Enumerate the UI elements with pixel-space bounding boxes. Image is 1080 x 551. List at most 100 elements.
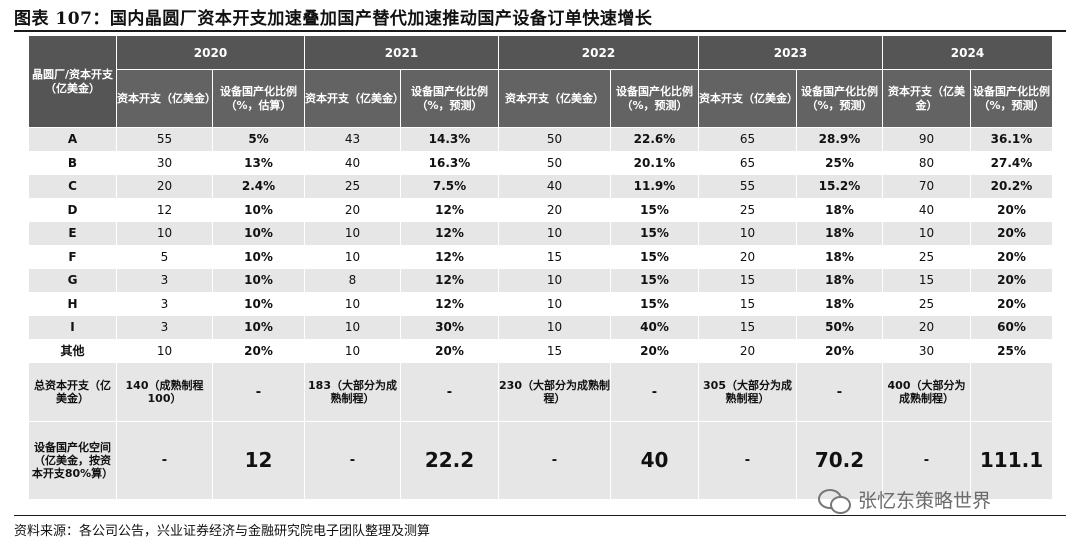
ratio-cell: 40% (610, 315, 699, 340)
capex-cell: 80 (882, 150, 971, 175)
capex-cell: 10 (116, 221, 213, 246)
row-label: A (28, 127, 117, 152)
total-cell: 183（大部分为成熟制程） (304, 362, 401, 422)
year-header: 2021 (304, 35, 499, 70)
source-divider (14, 515, 1066, 516)
year-header: 2023 (698, 35, 883, 70)
total-cell: - (212, 362, 305, 422)
total-label: 总资本开支（亿美金） (28, 362, 117, 422)
ratio-cell: 27.4% (970, 150, 1053, 175)
ratio-cell: 5% (212, 127, 305, 152)
ratio-cell: 20% (970, 291, 1053, 316)
row-label: B (28, 150, 117, 175)
capex-cell: 15 (882, 268, 971, 293)
capex-cell: 55 (698, 174, 797, 199)
capex-cell: 20 (304, 197, 401, 222)
row-label: D (28, 197, 117, 222)
ratio-cell: 20% (970, 244, 1053, 269)
ratio-cell: 18% (796, 244, 883, 269)
table-row: C 20 2.4% 25 7.5% 40 11.9% 55 15.2% 70 20.2% (28, 174, 1053, 199)
ratio-cell: 10% (212, 315, 305, 340)
space-cell: - (116, 421, 213, 500)
capex-cell: 10 (882, 221, 971, 246)
ratio-cell: 10% (212, 197, 305, 222)
space-cell: - (498, 421, 611, 500)
capex-cell: 40 (498, 174, 611, 199)
table-row: B 30 13% 40 16.3% 50 20.1% 65 25% 80 27.4% (28, 150, 1053, 175)
ratio-cell: 10% (212, 244, 305, 269)
row-label: F (28, 244, 117, 269)
ratio-header: 设备国产化比例（%，预测） (970, 69, 1053, 128)
ratio-cell: 12% (400, 268, 499, 293)
capex-cell: 8 (304, 268, 401, 293)
capex-cell: 10 (698, 221, 797, 246)
capex-cell: 65 (698, 127, 797, 152)
capex-cell: 50 (498, 127, 611, 152)
ratio-cell: 18% (796, 291, 883, 316)
capex-cell: 90 (882, 127, 971, 152)
localization-space-row: 设备国产化空间（亿美金，按资本开支80%算） -12-22.2-40-70.2-1… (28, 421, 1053, 500)
total-cell: 230（大部分为成熟制程） (498, 362, 611, 422)
row-label: I (28, 315, 117, 340)
capex-cell: 40 (882, 197, 971, 222)
capex-header: 资本开支（亿美金） (698, 69, 798, 128)
ratio-cell: 12% (400, 244, 499, 269)
total-cell: - (610, 362, 699, 422)
capex-cell: 40 (304, 150, 401, 175)
ratio-cell: 11.9% (610, 174, 699, 199)
row-label: C (28, 174, 117, 199)
capex-cell: 10 (116, 338, 213, 363)
table-row: D 12 10% 20 12% 20 15% 25 18% 40 20% (28, 197, 1053, 222)
ratio-cell: 20% (970, 197, 1053, 222)
ratio-cell: 12% (400, 291, 499, 316)
space-cell: 70.2 (796, 421, 883, 500)
ratio-cell: 16.3% (400, 150, 499, 175)
capex-cell: 15 (698, 315, 797, 340)
total-cell: 400（大部分为成熟制程） (882, 362, 971, 422)
ratio-cell: 15% (610, 221, 699, 246)
row-label: E (28, 221, 117, 246)
capex-cell: 10 (498, 291, 611, 316)
ratio-cell: 20.1% (610, 150, 699, 175)
ratio-cell: 20% (796, 338, 883, 363)
total-cell: 140（成熟制程100） (116, 362, 213, 422)
title-divider (14, 30, 1066, 32)
table-row: A 55 5% 43 14.3% 50 22.6% 65 28.9% 90 36.1% (28, 127, 1053, 152)
ratio-cell: 20.2% (970, 174, 1053, 199)
capex-cell: 3 (116, 268, 213, 293)
ratio-cell: 20% (970, 221, 1053, 246)
capex-cell: 15 (698, 268, 797, 293)
row-label: 其他 (28, 338, 117, 363)
total-cell: - (400, 362, 499, 422)
table-row: I 3 10% 10 30% 10 40% 15 50% 20 60% (28, 315, 1053, 340)
capex-cell: 10 (498, 315, 611, 340)
capex-cell: 5 (116, 244, 213, 269)
ratio-cell: 18% (796, 268, 883, 293)
ratio-cell: 20% (610, 338, 699, 363)
capex-cell: 20 (116, 174, 213, 199)
capex-cell: 20 (882, 315, 971, 340)
total-row: 总资本开支（亿美金） 140（成熟制程100） -183（大部分为成熟制程） -230… (28, 362, 1053, 422)
ratio-cell: 10% (212, 221, 305, 246)
capex-cell: 20 (498, 197, 611, 222)
ratio-cell: 12% (400, 221, 499, 246)
ratio-cell: 7.5% (400, 174, 499, 199)
capex-cell: 15 (498, 244, 611, 269)
ratio-cell: 18% (796, 197, 883, 222)
space-cell: - (304, 421, 401, 500)
ratio-cell: 22.6% (610, 127, 699, 152)
capex-cell: 20 (698, 244, 797, 269)
ratio-header: 设备国产化比例（%，预测） (610, 69, 699, 128)
capex-cell: 12 (116, 197, 213, 222)
capex-cell: 25 (882, 291, 971, 316)
figure-title: 图表 107：国内晶圆厂资本开支加速叠加国产替代加速推动国产设备订单快速增长 (14, 9, 653, 29)
ratio-cell: 2.4% (212, 174, 305, 199)
capex-cell: 15 (498, 338, 611, 363)
capex-cell: 43 (304, 127, 401, 152)
total-cell (970, 362, 1053, 422)
watermark-text: 张忆东策略世界 (858, 490, 992, 512)
ratio-cell: 12% (400, 197, 499, 222)
space-cell: 40 (610, 421, 699, 500)
ratio-cell: 20% (970, 268, 1053, 293)
capex-cell: 30 (116, 150, 213, 175)
